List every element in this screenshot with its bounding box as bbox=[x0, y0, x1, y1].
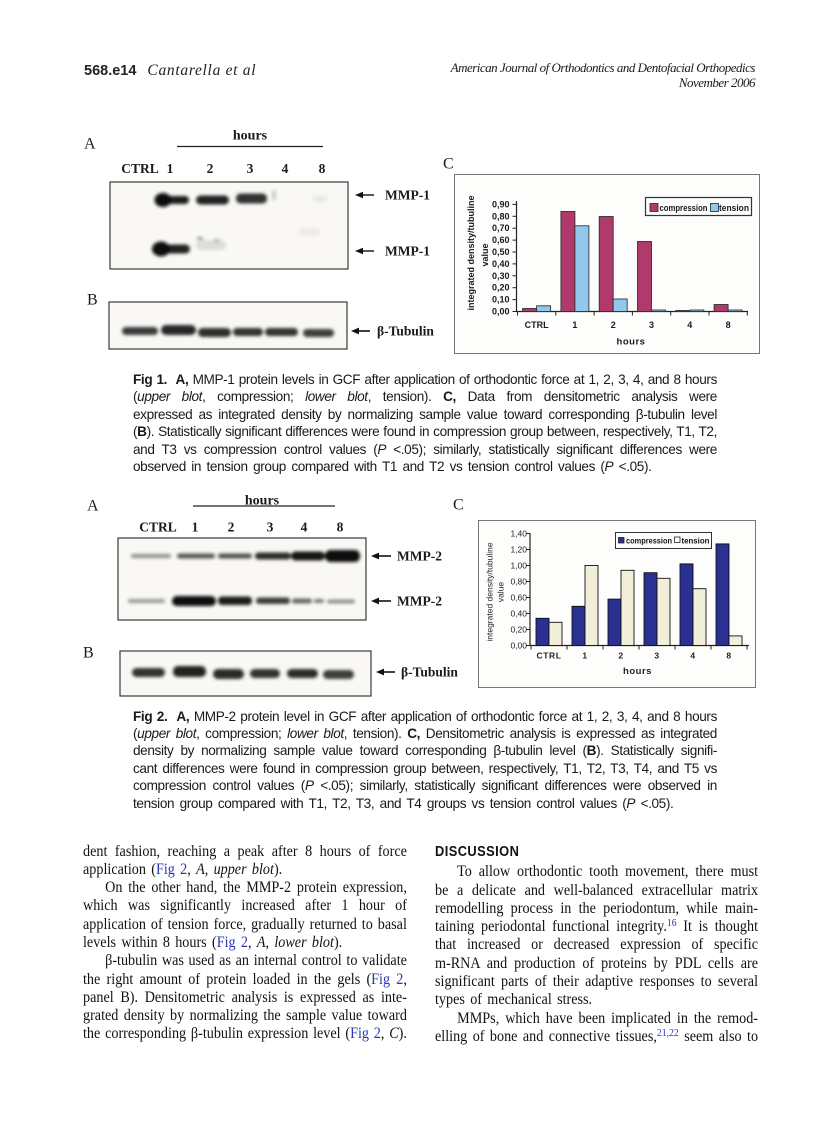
svg-text:8: 8 bbox=[337, 520, 344, 535]
svg-text:0,60: 0,60 bbox=[510, 593, 527, 603]
svg-text:CTRL: CTRL bbox=[121, 161, 159, 176]
svg-text:1: 1 bbox=[192, 520, 199, 535]
svg-text:C: C bbox=[443, 156, 454, 173]
svg-text:8: 8 bbox=[319, 161, 326, 176]
svg-text:hours: hours bbox=[233, 129, 268, 144]
svg-text:3: 3 bbox=[654, 651, 659, 661]
svg-text:integrated density/tubuline: integrated density/tubuline bbox=[466, 195, 476, 310]
svg-text:compression: compression bbox=[626, 536, 672, 546]
svg-text:2: 2 bbox=[611, 320, 616, 330]
svg-text:value: value bbox=[496, 582, 506, 603]
svg-text:MMP-2: MMP-2 bbox=[397, 549, 442, 564]
svg-text:value: value bbox=[480, 243, 490, 266]
svg-text:1: 1 bbox=[572, 320, 577, 330]
svg-text:1: 1 bbox=[167, 161, 174, 176]
svg-text:B: B bbox=[83, 645, 94, 662]
svg-text:tension: tension bbox=[719, 203, 749, 213]
svg-text:0,60: 0,60 bbox=[492, 235, 510, 245]
svg-text:2: 2 bbox=[207, 161, 214, 176]
svg-text:β-Tubulin: β-Tubulin bbox=[377, 324, 434, 339]
svg-text:0,80: 0,80 bbox=[510, 577, 527, 587]
svg-text:hours: hours bbox=[623, 666, 652, 677]
svg-text:4: 4 bbox=[282, 161, 289, 176]
svg-text:0,90: 0,90 bbox=[492, 199, 510, 209]
svg-text:3: 3 bbox=[267, 520, 274, 535]
svg-text:0,40: 0,40 bbox=[510, 609, 527, 619]
svg-text:0,50: 0,50 bbox=[492, 247, 510, 257]
svg-text:CTRL: CTRL bbox=[139, 520, 177, 535]
svg-text:B: B bbox=[87, 292, 98, 309]
svg-text:MMP-2: MMP-2 bbox=[397, 594, 442, 609]
svg-text:β-Tubulin: β-Tubulin bbox=[401, 665, 458, 680]
svg-text:CTRL: CTRL bbox=[536, 651, 561, 661]
svg-text:0,20: 0,20 bbox=[510, 625, 527, 635]
svg-text:1,20: 1,20 bbox=[510, 545, 527, 555]
svg-text:0,20: 0,20 bbox=[492, 283, 510, 293]
svg-text:0,00: 0,00 bbox=[492, 307, 510, 317]
svg-text:integrated density/tubuline: integrated density/tubuline bbox=[485, 542, 495, 642]
svg-text:8: 8 bbox=[726, 320, 731, 330]
svg-text:0,00: 0,00 bbox=[510, 641, 527, 651]
svg-text:C: C bbox=[453, 497, 464, 514]
svg-text:0,30: 0,30 bbox=[492, 271, 510, 281]
svg-text:hours: hours bbox=[245, 494, 280, 509]
svg-text:hours: hours bbox=[617, 337, 646, 348]
svg-text:0,40: 0,40 bbox=[492, 259, 510, 269]
svg-text:0,10: 0,10 bbox=[492, 295, 510, 305]
svg-text:1: 1 bbox=[582, 651, 587, 661]
svg-text:A: A bbox=[87, 498, 99, 515]
svg-text:4: 4 bbox=[687, 320, 692, 330]
svg-text:3: 3 bbox=[649, 320, 654, 330]
svg-text:0,80: 0,80 bbox=[492, 211, 510, 221]
svg-text:1,40: 1,40 bbox=[510, 529, 527, 539]
svg-text:MMP-1: MMP-1 bbox=[385, 244, 430, 259]
svg-text:A: A bbox=[84, 136, 96, 153]
svg-text:4: 4 bbox=[690, 651, 695, 661]
svg-text:MMP-1: MMP-1 bbox=[385, 188, 430, 203]
svg-text:CTRL: CTRL bbox=[525, 320, 549, 330]
svg-text:2: 2 bbox=[228, 520, 235, 535]
svg-text:2: 2 bbox=[618, 651, 623, 661]
svg-text:0,70: 0,70 bbox=[492, 223, 510, 233]
svg-text:3: 3 bbox=[247, 161, 254, 176]
svg-text:8: 8 bbox=[726, 651, 731, 661]
svg-text:tension: tension bbox=[682, 536, 710, 546]
svg-text:compression: compression bbox=[660, 203, 708, 213]
svg-text:1,00: 1,00 bbox=[510, 561, 527, 571]
svg-text:4: 4 bbox=[301, 520, 308, 535]
